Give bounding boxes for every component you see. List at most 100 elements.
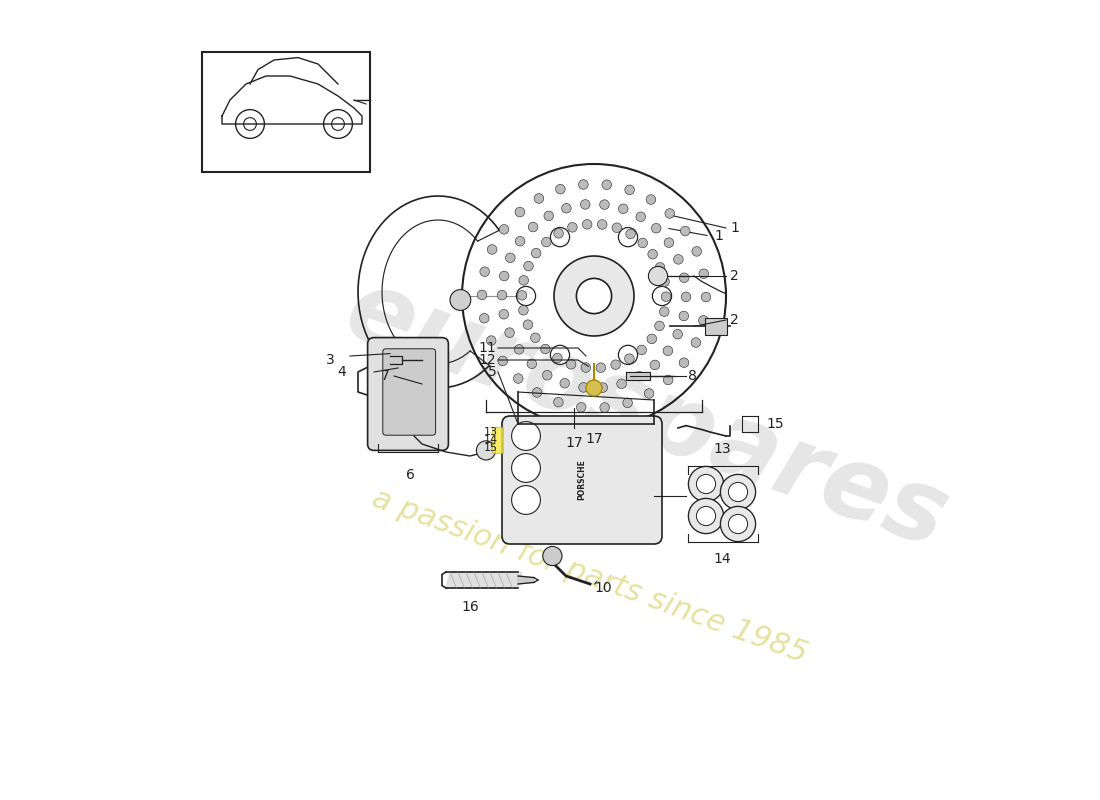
Text: 14: 14 — [713, 552, 730, 566]
Circle shape — [528, 222, 538, 232]
Circle shape — [581, 362, 591, 372]
Circle shape — [600, 200, 609, 210]
Circle shape — [648, 250, 658, 259]
Circle shape — [515, 237, 525, 246]
Circle shape — [531, 248, 541, 258]
Circle shape — [691, 338, 701, 347]
Circle shape — [663, 346, 673, 355]
Circle shape — [664, 238, 673, 247]
Circle shape — [673, 254, 683, 264]
Circle shape — [617, 379, 626, 389]
Circle shape — [516, 286, 536, 306]
Circle shape — [576, 402, 586, 412]
Text: 7: 7 — [382, 369, 390, 383]
Text: 13: 13 — [713, 442, 730, 456]
Circle shape — [498, 356, 507, 366]
Circle shape — [499, 310, 508, 319]
Circle shape — [680, 273, 689, 282]
Circle shape — [647, 334, 657, 344]
Circle shape — [515, 207, 525, 217]
Text: 15: 15 — [484, 443, 498, 453]
Circle shape — [681, 292, 691, 302]
Circle shape — [506, 253, 515, 262]
Circle shape — [648, 266, 668, 286]
Circle shape — [532, 388, 542, 398]
Polygon shape — [626, 372, 650, 380]
Circle shape — [696, 474, 716, 494]
Circle shape — [602, 180, 612, 190]
Text: a passion for parts since 1985: a passion for parts since 1985 — [368, 483, 812, 669]
Circle shape — [450, 290, 471, 310]
Circle shape — [486, 336, 496, 346]
Circle shape — [550, 227, 570, 246]
Circle shape — [696, 506, 716, 526]
Circle shape — [579, 180, 588, 190]
Circle shape — [637, 345, 647, 354]
Circle shape — [514, 374, 524, 383]
Circle shape — [661, 292, 671, 302]
Circle shape — [638, 238, 648, 248]
Circle shape — [512, 454, 540, 482]
Text: 1: 1 — [714, 229, 723, 243]
Circle shape — [720, 474, 756, 510]
Text: 2: 2 — [730, 269, 739, 283]
Text: PORSCHE: PORSCHE — [578, 459, 586, 501]
Circle shape — [524, 320, 532, 330]
Circle shape — [505, 328, 515, 338]
Circle shape — [582, 219, 592, 229]
Text: 8: 8 — [688, 369, 696, 383]
Polygon shape — [446, 572, 522, 588]
Text: 16: 16 — [461, 600, 478, 614]
Circle shape — [698, 269, 708, 278]
Circle shape — [664, 209, 674, 218]
Circle shape — [518, 306, 528, 315]
Circle shape — [476, 441, 496, 460]
Circle shape — [499, 225, 509, 234]
Circle shape — [618, 204, 628, 214]
Circle shape — [645, 389, 653, 398]
Circle shape — [610, 360, 620, 370]
FancyBboxPatch shape — [383, 349, 436, 435]
Circle shape — [625, 354, 635, 363]
Circle shape — [530, 333, 540, 342]
Circle shape — [562, 203, 571, 213]
Circle shape — [552, 354, 562, 363]
Circle shape — [673, 330, 682, 339]
Circle shape — [553, 229, 563, 238]
Circle shape — [626, 229, 636, 238]
Circle shape — [576, 278, 612, 314]
Circle shape — [512, 486, 540, 514]
Circle shape — [477, 290, 487, 300]
Text: 1: 1 — [730, 221, 739, 235]
FancyBboxPatch shape — [502, 416, 662, 544]
Circle shape — [679, 358, 689, 367]
Circle shape — [660, 277, 670, 286]
Circle shape — [728, 482, 748, 502]
Circle shape — [499, 271, 509, 281]
Circle shape — [646, 194, 656, 204]
Text: 14: 14 — [484, 435, 498, 445]
Circle shape — [618, 346, 638, 365]
Circle shape — [540, 344, 550, 354]
Text: 6: 6 — [406, 468, 415, 482]
Circle shape — [554, 256, 634, 336]
Text: 2: 2 — [730, 313, 739, 327]
Circle shape — [720, 506, 756, 542]
Circle shape — [512, 422, 540, 450]
Circle shape — [689, 466, 724, 502]
Circle shape — [600, 402, 609, 412]
Circle shape — [612, 223, 621, 233]
FancyBboxPatch shape — [705, 318, 727, 335]
Circle shape — [656, 262, 664, 272]
Circle shape — [544, 211, 553, 221]
Circle shape — [701, 292, 711, 302]
Circle shape — [487, 245, 497, 254]
Circle shape — [635, 371, 643, 381]
Circle shape — [519, 275, 528, 285]
Circle shape — [679, 311, 689, 321]
Circle shape — [636, 212, 646, 222]
Circle shape — [651, 223, 661, 233]
Circle shape — [553, 398, 563, 407]
Text: 17: 17 — [585, 432, 603, 446]
Circle shape — [566, 359, 576, 369]
